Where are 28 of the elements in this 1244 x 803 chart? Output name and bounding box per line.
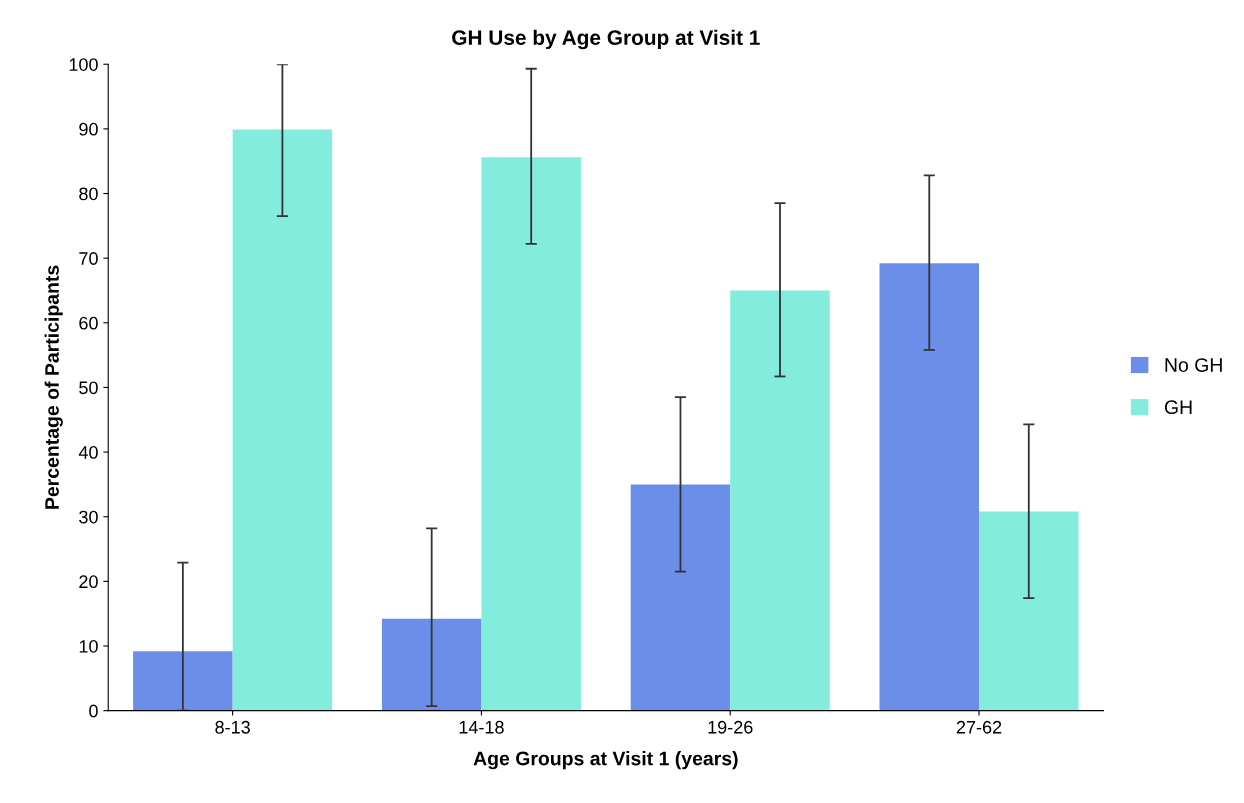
y-tick-label: 20 — [79, 575, 98, 589]
y-tick-label: 30 — [79, 510, 98, 524]
y-tick-label: 40 — [78, 446, 98, 459]
bar — [979, 511, 1079, 711]
chart-title: GH Use by Age Group at Visit 1 — [452, 29, 760, 50]
y-tick-label: 0 — [89, 704, 98, 718]
x-tick-label: 14-18 — [459, 720, 504, 734]
bar — [481, 157, 581, 711]
y-tick-label: 80 — [79, 187, 98, 201]
x-tick-label: 19-26 — [708, 720, 753, 734]
bar — [232, 129, 333, 711]
bar — [730, 290, 830, 711]
x-tick-label: 8-13 — [215, 720, 250, 734]
y-tick-label: 90 — [79, 122, 98, 136]
bar — [879, 263, 980, 711]
y-tick-label: 10 — [79, 639, 98, 653]
y-axis-title: Percentage of Participants — [44, 265, 63, 509]
bar — [381, 618, 482, 711]
bar — [133, 651, 233, 711]
legend-label: No GH — [1165, 358, 1222, 372]
legend-label: GH — [1164, 400, 1192, 415]
y-tick-label: 70 — [79, 252, 98, 265]
y-tick-label: 60 — [79, 316, 98, 330]
bar — [630, 484, 731, 711]
y-tick-label: 50 — [79, 381, 98, 395]
x-axis-title: Age Groups at Visit 1 (years) — [473, 751, 738, 770]
x-tick-label: 27-62 — [956, 720, 1002, 734]
y-tick-label: 100 — [69, 58, 98, 71]
